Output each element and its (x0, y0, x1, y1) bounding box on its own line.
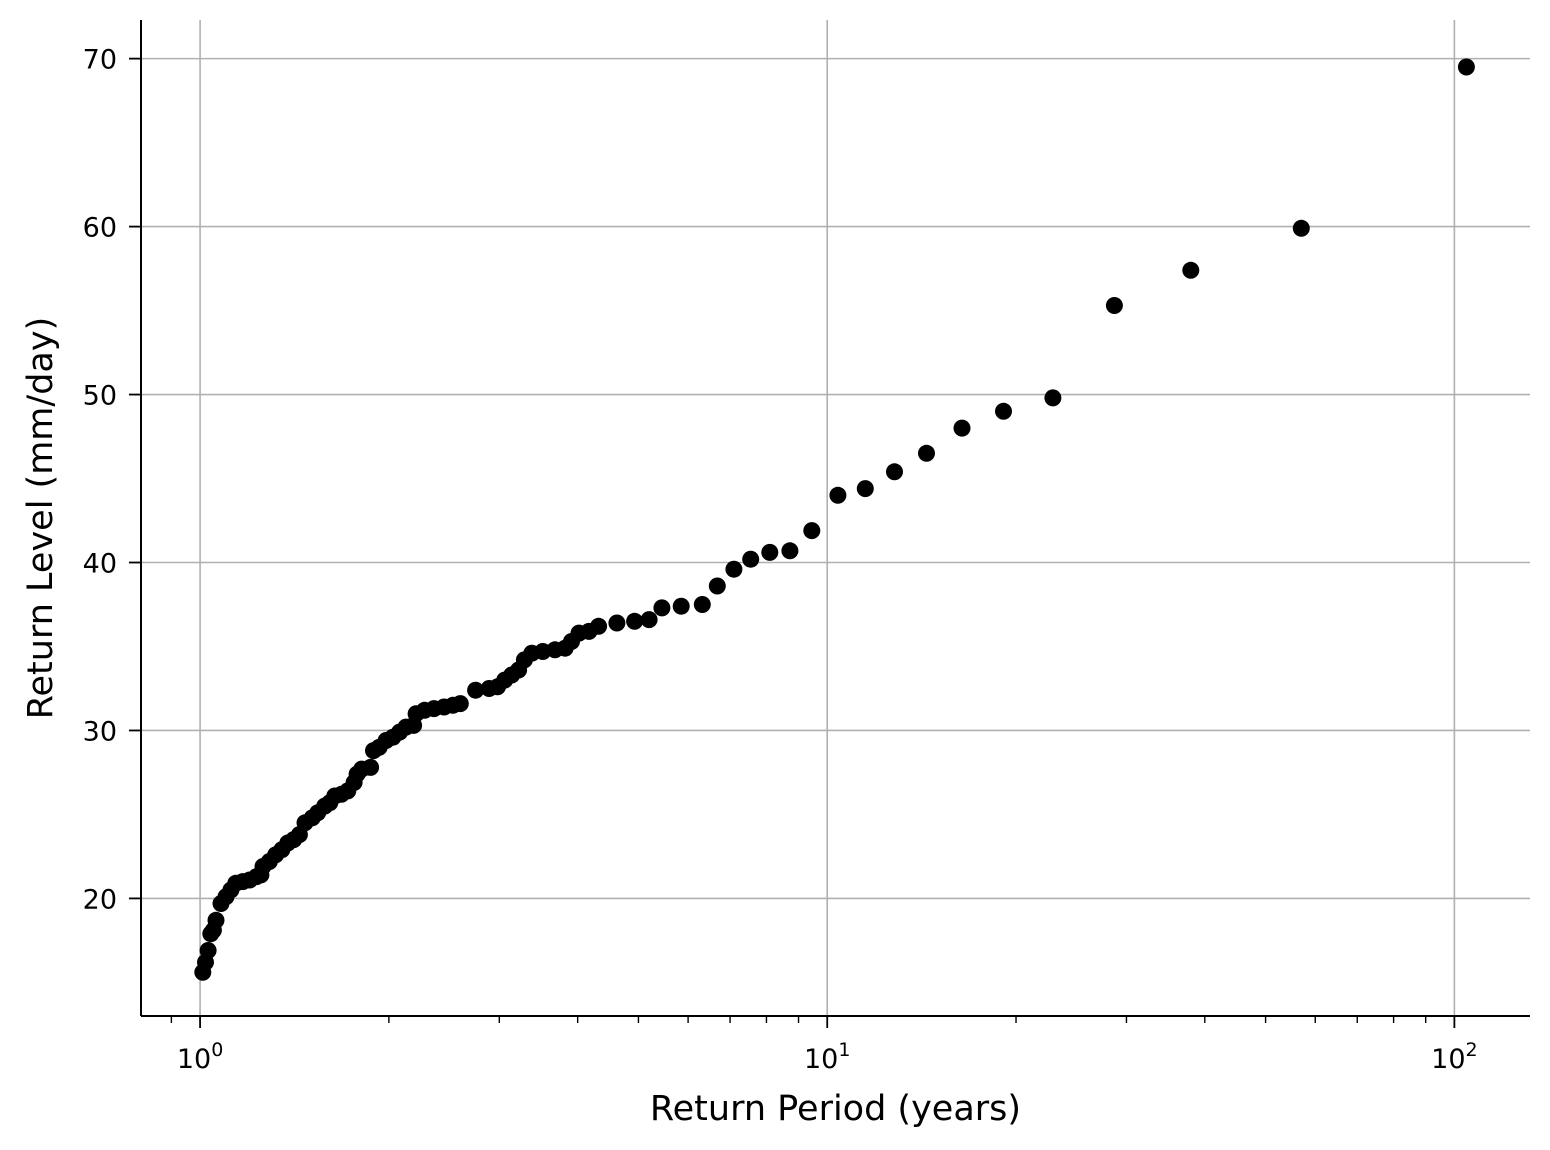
data-point (608, 614, 626, 632)
data-point (803, 522, 821, 540)
data-point (207, 911, 225, 929)
data-point (1457, 58, 1475, 76)
grid (141, 20, 1530, 1016)
data-point (451, 695, 469, 713)
data-point (693, 596, 711, 613)
data-point (467, 681, 485, 699)
axes (140, 20, 1530, 1017)
x-ticks: 100 101 102 (170, 1016, 1478, 1075)
data-point (856, 480, 874, 498)
data-point (829, 486, 847, 504)
data-point (1105, 297, 1123, 314)
y-tick-label: 50 (83, 381, 117, 412)
data-point (626, 612, 644, 630)
y-tick-label: 30 (83, 716, 117, 747)
y-tick-label: 20 (83, 884, 117, 915)
x-tick-label: 102 (1431, 1039, 1477, 1075)
data-point (708, 577, 726, 595)
x-tick-label: 100 (177, 1039, 223, 1075)
y-tick-label: 60 (83, 213, 117, 244)
data-point (953, 419, 971, 437)
data-point (1044, 389, 1062, 407)
data-point (781, 542, 799, 560)
data-points (194, 58, 1475, 981)
y-tick-label: 70 (83, 45, 117, 76)
data-point (1182, 261, 1200, 279)
data-point (995, 402, 1012, 420)
data-point (590, 617, 608, 635)
y-axis-title: Return Level (mm/day) (21, 317, 61, 719)
y-ticks: 20 30 40 50 60 70 (83, 45, 141, 915)
data-point (653, 599, 671, 617)
x-axis-title: Return Period (years) (650, 1089, 1021, 1129)
y-tick-label: 40 (83, 549, 117, 580)
data-point (725, 560, 743, 578)
data-point (199, 942, 217, 959)
data-point (918, 444, 935, 462)
x-tick-label: 101 (804, 1039, 850, 1075)
data-point (672, 597, 690, 615)
data-point (640, 611, 658, 629)
data-point (362, 758, 380, 776)
data-point (742, 550, 760, 568)
data-point (1292, 219, 1310, 237)
data-point (886, 463, 903, 481)
data-point (761, 543, 779, 561)
